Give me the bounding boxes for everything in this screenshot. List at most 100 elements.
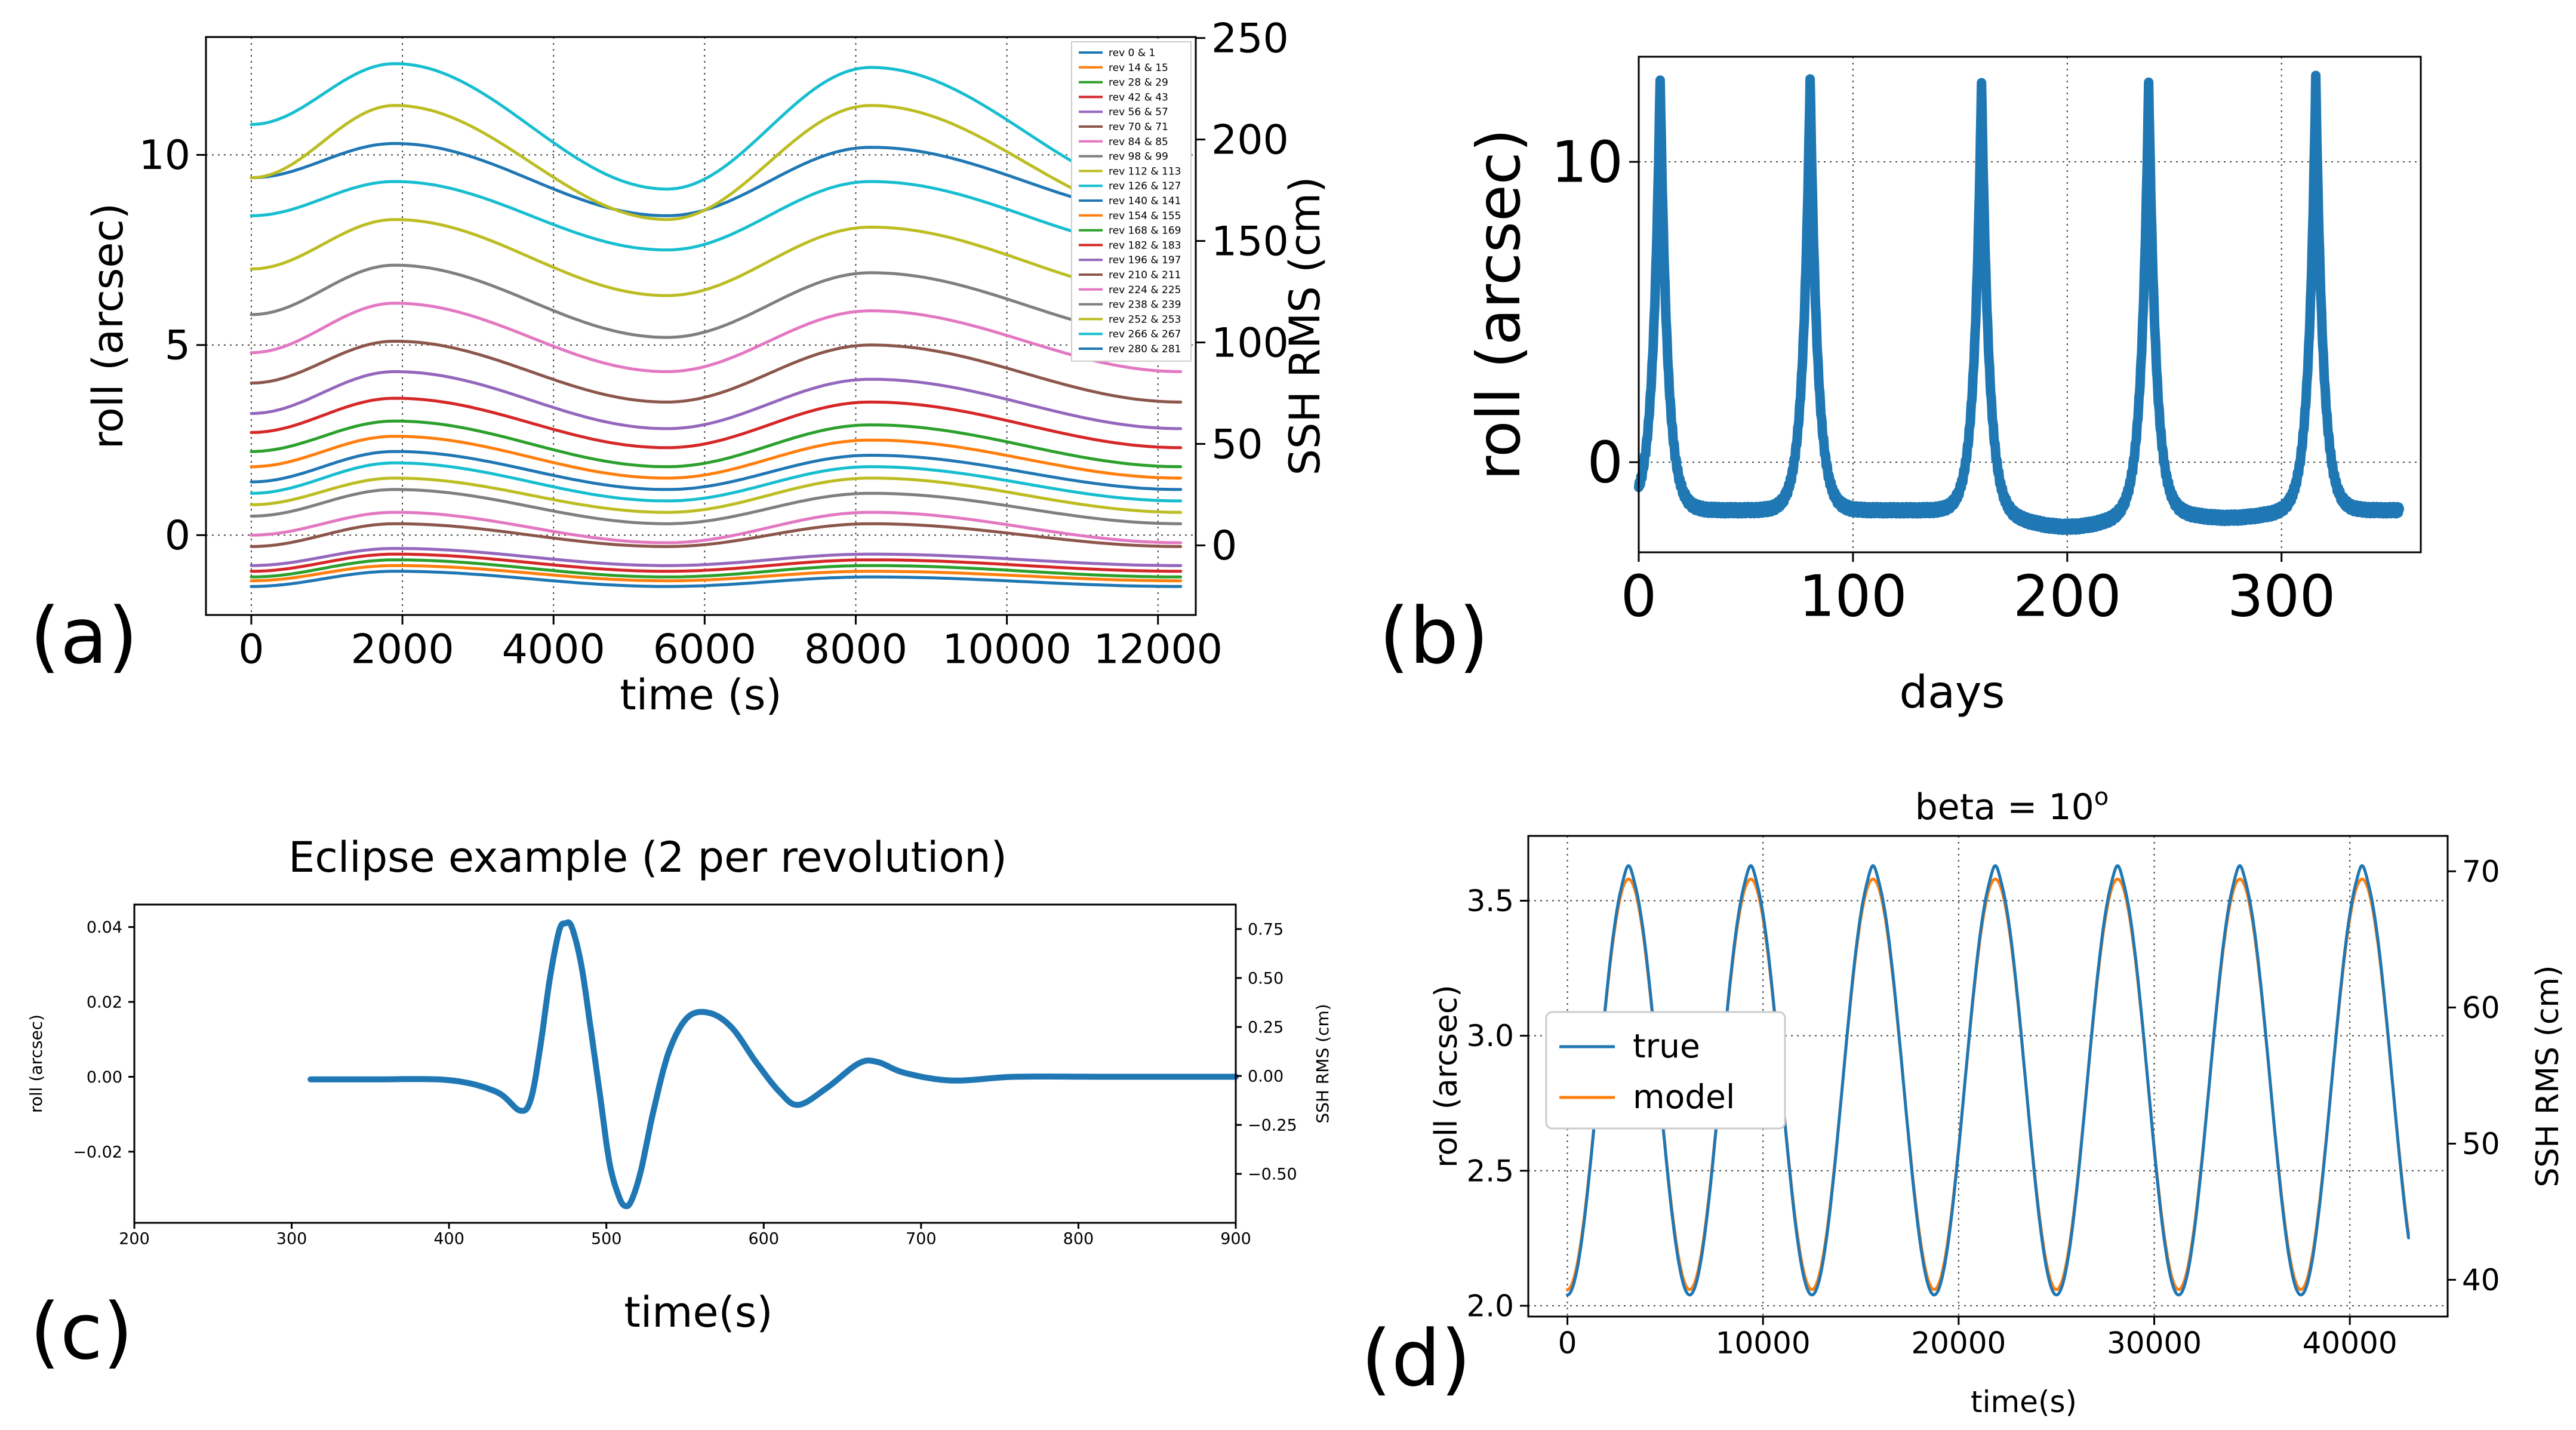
panel-a-series-line [250,511,1183,545]
panel-d-xtick-label: 10000 [1716,1326,1811,1361]
panel-c-xtick-label: 900 [1220,1230,1251,1248]
panel-c-title: Eclipse example (2 per revolution) [288,833,1007,882]
panel-a-axes: 0 2000 4000 6000 8000 10000 120000510050100150… [139,15,1288,673]
panel-d-ytick-right-label: 60 [2462,991,2500,1025]
panel-d-ylabel: roll (arcsec) [1429,985,1464,1167]
panel-d-xtick-label: 20000 [1911,1326,2006,1361]
panel-c-series-line [307,919,1239,1210]
panel-a-ytick-right-label: 150 [1211,218,1289,265]
panel-a-series-line [250,558,1183,579]
panel-a-series-line [250,370,1183,430]
panel-c-ytick-right-label: −0.50 [1248,1165,1297,1183]
panel-b-xtick-label: 300 [2227,564,2335,629]
panel-label-b: (b) [1379,591,1489,681]
panel-a-frame [205,36,1197,616]
panel-d-series-line-true [1566,864,2410,1297]
panel-d-series [1566,864,2410,1297]
panel-c-xtick-label: 600 [749,1230,780,1248]
panel-a-series-line-extra [250,62,1183,198]
panel-c-ylabel-right: SSH RMS (cm) [1313,1004,1332,1123]
panel-a-legend-label: rev 14 & 15 [1109,62,1168,74]
panel-a-series-line [250,522,1183,548]
panel-a-ytick-right-label: 200 [1211,116,1289,164]
panel-a-legend-label: rev 126 & 127 [1109,180,1181,192]
panel-a-legend-label: rev 224 & 225 [1109,284,1181,296]
panel-a-series-line-extra [250,104,1183,222]
panel-a-series-line [250,564,1183,583]
panel-label-d: (d) [1361,1313,1471,1404]
panel-d-xlabel: time(s) [1971,1385,2077,1419]
panel-c-xtick-label: 500 [591,1230,622,1248]
panel-a-series-line [250,142,1183,217]
panel-c-ytick-right-label: −0.25 [1248,1116,1297,1134]
panel-c-ytick-label: 0.02 [87,993,122,1011]
panel-a-legend-label: rev 0 & 1 [1109,47,1155,59]
panel-c-ytick-right-label: 0.50 [1248,969,1284,988]
panel-a-legend-label: rev 42 & 43 [1109,91,1168,103]
panel-d-ytick-right-label: 70 [2462,854,2500,889]
panel-a-series-line [250,450,1183,491]
panel-d-frame [1527,835,2449,1318]
panel-c-xtick-label: 200 [119,1230,150,1248]
panel-a-xtick-label: 4000 [502,626,605,674]
panel-a-legend-label: rev 28 & 29 [1109,77,1168,89]
panel-b-xlabel: days [1899,666,2005,718]
panel-c-chart: Eclipse example (2 per revolution) 200 30… [26,833,1332,1337]
panel-a-xlabel: time (s) [620,671,782,719]
panel-label-a: (a) [30,591,138,681]
panel-a-legend-label: rev 182 & 183 [1109,239,1181,251]
panel-a-series-line [250,340,1183,404]
panel-c-ytick-right-label: 0.25 [1248,1018,1284,1037]
panel-a-chart: 0 2000 4000 6000 8000 10000 120000510050100150… [84,15,1329,719]
panel-a-legend-label: rev 266 & 267 [1109,328,1181,340]
panel-a-series-line [250,552,1183,573]
panel-c-axes: 200 300 400 500 600 700 800 900 −0.02 0.00 0.02 0.0… [73,918,1297,1248]
panel-b-ylabel: roll (arcsec) [1464,128,1534,480]
panel-c-ytick-label: −0.02 [73,1143,122,1161]
panel-c-series [307,919,1239,1210]
panel-b-ytick-label: 10 [1551,130,1623,195]
panel-a-legend-label: rev 154 & 155 [1109,210,1181,222]
panel-d-xtick-label: 30000 [2107,1326,2202,1361]
panel-b-axes: 0 100 200 300 0 10 [1551,130,2335,629]
panel-a-xtick-label: 12000 [1094,626,1223,674]
panel-d-xtick-label: 40000 [2303,1326,2398,1361]
panel-d-legend: true model [1545,1011,1786,1130]
panel-a-xtick-label: 2000 [351,626,454,674]
panel-a-legend-label: rev 252 & 253 [1109,313,1181,325]
panel-c-ytick-right-label: 0.75 [1248,920,1284,939]
panel-c-ytick-label: 0.04 [87,918,122,937]
panel-c-ytick-label: 0.00 [87,1068,122,1087]
panel-c-xtick-label: 700 [906,1230,937,1248]
panel-b-frame [1638,56,2422,553]
panel-a-xtick-label: 0 [238,626,264,674]
panel-a-legend-label: rev 70 & 71 [1109,121,1168,133]
panel-d-ytick-label: 3.5 [1466,884,1514,918]
panel-a-ytick-label: 0 [165,512,190,559]
panel-label-c: (c) [30,1286,133,1377]
panel-d-chart: beta = 10o 0 10000 20000 30000 40000 2.0 2.5 3.… [1429,783,2566,1419]
panel-a-legend-label: rev 84 & 85 [1109,136,1168,148]
panel-b-series [1634,70,2405,536]
panel-a-series-line [250,180,1183,252]
panel-a-legend-label: rev 168 & 169 [1109,225,1181,237]
panel-d-title: beta = 10o [1915,783,2109,828]
panel-a-legend-label: rev 98 & 99 [1109,151,1168,163]
panel-a-series-line [250,396,1183,450]
panel-d-title-text: beta = 10 [1915,786,2094,828]
panel-a-legend-label: rev 238 & 239 [1109,299,1181,311]
panel-d-legend-label: true [1633,1027,1700,1065]
panel-a-ylabel: roll (arcsec) [84,203,133,449]
panel-a-ytick-right-label: 250 [1211,15,1289,62]
panel-d-axes: 0 10000 20000 30000 40000 2.0 2.5 3.0 3.5 40 50 60 7… [1466,854,2500,1361]
panel-a-legend-label: rev 196 & 197 [1109,254,1181,266]
panel-a-series [250,62,1183,588]
panel-c-xtick-label: 300 [276,1230,307,1248]
panel-a-series-line [250,419,1183,469]
panel-a-ytick-right-label: 50 [1211,421,1263,468]
panel-b-ytick-label: 0 [1587,430,1623,496]
panel-a-ytick-right-label: 100 [1211,319,1289,367]
panel-b-xtick-label: 200 [2013,564,2121,629]
panel-b-series-line [1634,70,2405,536]
